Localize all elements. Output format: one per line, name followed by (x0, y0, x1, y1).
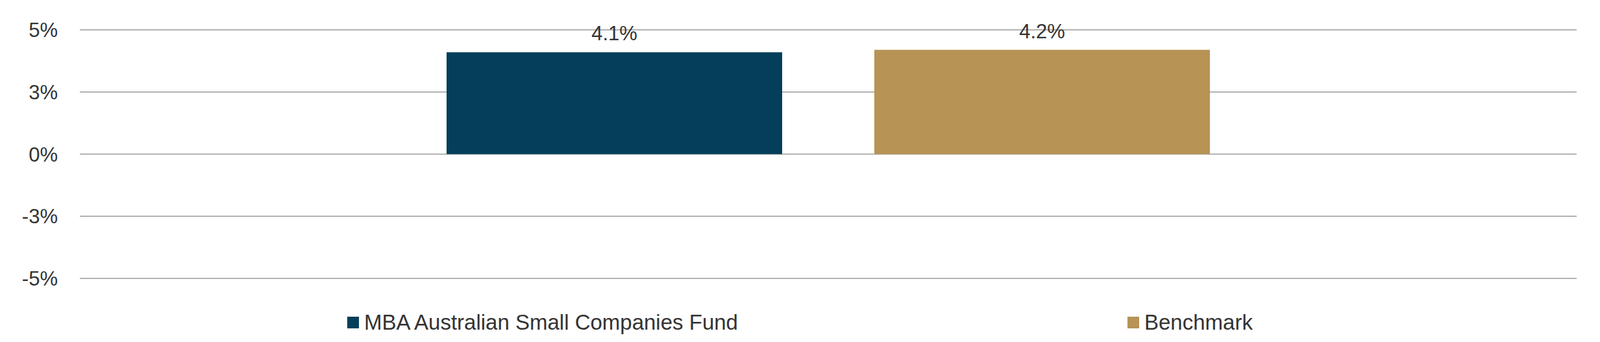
svg-text:-5%: -5% (22, 267, 58, 291)
svg-text:3%: 3% (28, 81, 58, 104)
svg-text:0%: 0% (28, 143, 58, 167)
html-text:Benchmark: Benchmark (1144, 310, 1253, 335)
svg-text:4.2%: 4.2% (1019, 20, 1066, 43)
svg-text:5%: 5% (28, 18, 58, 42)
html-text:MBA Australian Small Companies: MBA Australian Small Companies Fund (364, 310, 738, 335)
svg-text:-3%: -3% (22, 205, 58, 228)
svg-text:4.1%: 4.1% (591, 22, 638, 45)
